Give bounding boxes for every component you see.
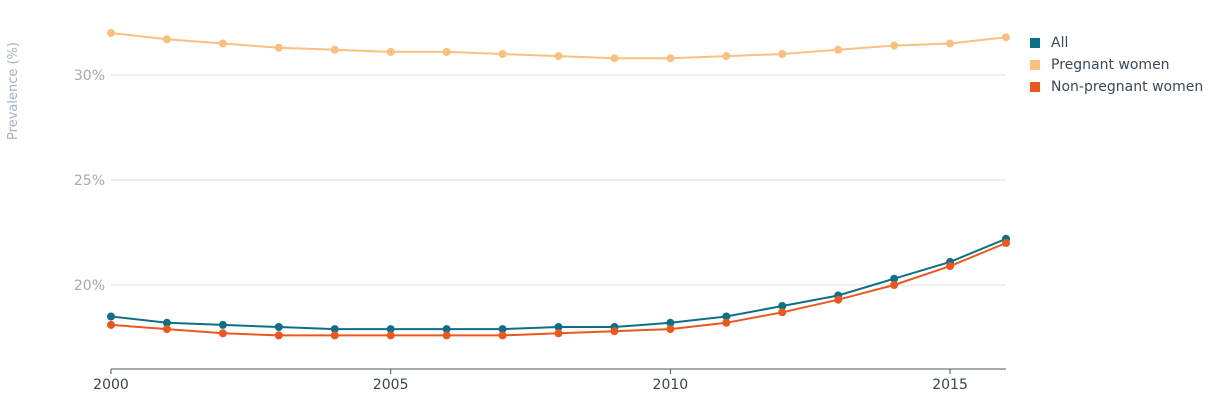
data-point[interactable] <box>498 325 507 334</box>
series-lines <box>110 32 1007 337</box>
data-point[interactable] <box>722 312 731 321</box>
legend-label: Pregnant women <box>1051 57 1170 73</box>
data-point[interactable] <box>1002 239 1010 247</box>
legend-swatch <box>1030 82 1040 92</box>
data-point[interactable] <box>218 39 227 48</box>
chart-legend: All Pregnant women Non-pregnant women <box>1030 32 1203 98</box>
series-line-non-pregnant-women <box>110 242 1007 337</box>
legend-swatch <box>1030 60 1040 70</box>
data-point[interactable] <box>162 318 171 327</box>
data-point[interactable] <box>946 39 955 48</box>
data-point[interactable] <box>218 329 227 338</box>
data-point[interactable] <box>442 331 451 340</box>
data-point[interactable] <box>890 281 899 289</box>
data-point[interactable] <box>666 318 675 327</box>
data-point[interactable] <box>666 54 675 63</box>
x-axis: 2000 2005 2010 2015 <box>93 368 1006 393</box>
data-point[interactable] <box>834 295 843 304</box>
data-point[interactable] <box>778 308 787 317</box>
data-point[interactable] <box>890 41 899 50</box>
legend-item-non-pregnant-women[interactable]: Non-pregnant women <box>1030 76 1203 98</box>
data-point[interactable] <box>834 45 843 54</box>
data-point[interactable] <box>610 54 619 63</box>
data-point[interactable] <box>666 325 675 334</box>
series-points <box>107 29 1010 340</box>
x-tick-label: 2015 <box>932 377 968 393</box>
data-point[interactable] <box>107 312 115 321</box>
data-point[interactable] <box>722 52 731 61</box>
y-tick-label: 30% <box>74 68 105 84</box>
y-axis-label: Prevalence (%) <box>6 42 21 140</box>
data-point[interactable] <box>778 50 787 58</box>
y-axis-tick-labels: 20% 25% 30% <box>74 68 105 294</box>
y-tick-label: 20% <box>74 278 105 294</box>
data-point[interactable] <box>778 302 787 310</box>
legend-item-all[interactable]: All <box>1030 32 1203 54</box>
data-point[interactable] <box>442 47 451 56</box>
data-point[interactable] <box>610 327 619 336</box>
data-point[interactable] <box>162 35 171 44</box>
x-tick-label: 2000 <box>93 377 129 393</box>
data-point[interactable] <box>442 325 451 334</box>
data-point[interactable] <box>274 331 283 340</box>
data-point[interactable] <box>386 47 395 56</box>
gridlines <box>111 74 1006 286</box>
data-point[interactable] <box>218 320 227 329</box>
data-point[interactable] <box>554 329 563 338</box>
data-point[interactable] <box>274 43 283 52</box>
data-point[interactable] <box>107 320 115 329</box>
data-point[interactable] <box>162 325 171 334</box>
data-point[interactable] <box>890 274 899 283</box>
data-point[interactable] <box>498 331 507 340</box>
data-point[interactable] <box>722 318 731 327</box>
data-point[interactable] <box>330 45 339 54</box>
legend-swatch <box>1030 38 1040 48</box>
data-point[interactable] <box>554 52 563 61</box>
data-point[interactable] <box>554 323 563 331</box>
data-point[interactable] <box>386 325 395 334</box>
x-tick-label: 2005 <box>373 377 409 393</box>
data-point[interactable] <box>498 50 507 58</box>
data-point[interactable] <box>330 325 339 334</box>
data-point[interactable] <box>274 323 283 331</box>
data-point[interactable] <box>107 29 115 37</box>
legend-item-pregnant-women[interactable]: Pregnant women <box>1030 54 1203 76</box>
series-line-all <box>110 237 1007 331</box>
legend-label: All <box>1051 35 1069 51</box>
data-point[interactable] <box>386 331 395 340</box>
legend-label: Non-pregnant women <box>1051 79 1204 95</box>
data-point[interactable] <box>330 331 339 340</box>
data-point[interactable] <box>946 262 955 271</box>
y-tick-label: 25% <box>74 173 105 189</box>
x-tick-label: 2010 <box>653 377 689 393</box>
data-point[interactable] <box>1002 33 1010 42</box>
